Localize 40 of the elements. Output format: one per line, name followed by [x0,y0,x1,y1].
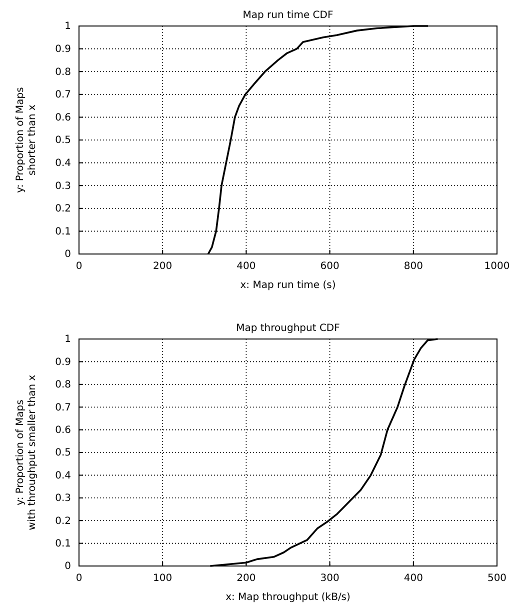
y-tick-label: 0.2 [55,204,71,215]
y-tick-label: 1 [64,21,71,32]
y-tick-label: 0.7 [55,402,71,414]
x-tick-label: 800 [404,261,423,272]
y-tick-label: 0 [64,249,71,260]
y-axis-title: y: Proportion of Maps shorter than x [15,87,38,193]
y-tick-label: 0.5 [55,448,71,459]
y-tick-label: 0.4 [55,470,71,482]
x-tick-label: 400 [236,261,256,272]
y-tick-label: 0.9 [55,356,71,368]
x-tick-label: 1000 [484,261,510,272]
y-tick-label: 0.4 [55,158,71,169]
x-tick-label: 0 [76,573,82,584]
chart-title: Map throughput CDF [236,323,340,334]
y-tick-label: 0.8 [55,380,71,391]
x-tick-label: 600 [320,261,340,272]
x-axis-title: x: Map run time (s) [240,280,336,291]
x-tick-label: 0 [76,261,82,272]
y-tick-label: 0.7 [55,90,71,101]
x-tick-label: 100 [153,573,172,584]
chart-title: Map run time CDF [242,10,334,21]
x-axis-title: x: Map throughput (kB/s) [226,592,351,603]
x-tick-label: 200 [153,261,172,272]
y-tick-label: 1 [64,334,71,346]
y-tick-label: 0.2 [55,516,71,527]
y-tick-label: 0.6 [55,425,71,436]
y-tick-label: 0.1 [55,226,71,238]
x-tick-label: 200 [236,573,256,584]
y-tick-label: 0.6 [55,112,71,124]
x-tick-label: 400 [404,573,423,584]
y-tick-label: 0.9 [55,44,71,55]
y-axis-title: y: Proportion of Maps with throughput smaller than x [15,374,38,530]
y-tick-label: 0.5 [55,135,71,146]
x-tick-label: 300 [320,573,340,584]
y-tick-label: 0.3 [55,180,71,192]
x-tick-label: 500 [487,573,507,584]
y-tick-label: 0 [64,561,71,572]
y-tick-label: 0.8 [55,66,71,78]
y-tick-label: 0.3 [55,493,71,504]
y-tick-label: 0.1 [55,538,71,550]
